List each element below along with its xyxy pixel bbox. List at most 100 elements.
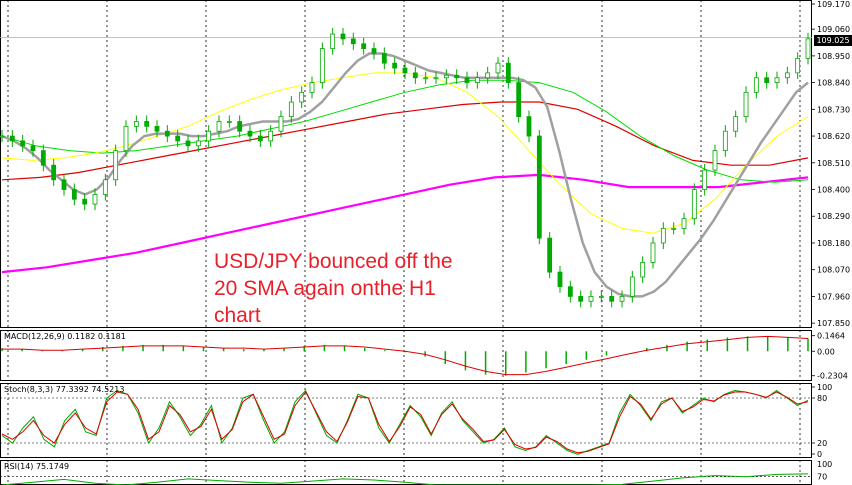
pane-frame-2 xyxy=(0,383,812,458)
candle-body xyxy=(133,121,139,127)
price-tick-label: 107.850 xyxy=(817,319,850,328)
candle-body xyxy=(495,62,501,74)
candle-body xyxy=(650,242,656,263)
candle-body xyxy=(733,116,739,132)
candle-body xyxy=(175,135,181,142)
candle-body xyxy=(154,125,160,132)
moving-average-line xyxy=(1,173,809,274)
candle-body xyxy=(681,218,687,229)
rsi-label: RSI(14) 75.1749 xyxy=(4,462,69,471)
candle-body xyxy=(433,77,439,80)
candle-body xyxy=(443,74,449,79)
candle-body xyxy=(609,296,615,302)
annotation-line-3: chart xyxy=(214,304,261,327)
candle-body xyxy=(164,130,170,137)
stoch-tick-label: 20 xyxy=(817,439,827,448)
candle-body xyxy=(598,296,604,298)
candle-body xyxy=(578,296,584,302)
moving-average-line xyxy=(1,52,809,298)
current-price-tag: 109.025 xyxy=(814,35,852,46)
candle-body xyxy=(20,140,26,147)
candle-body xyxy=(464,77,470,84)
candle-body xyxy=(340,33,346,40)
candle-body xyxy=(226,121,232,123)
candle-body xyxy=(712,150,718,171)
candle-body xyxy=(113,150,119,181)
price-tick-label: 108.840 xyxy=(817,79,850,88)
candle-body xyxy=(237,121,243,132)
moving-average-line xyxy=(1,72,809,234)
candle-body xyxy=(567,286,573,297)
candle-body xyxy=(505,62,511,84)
candle-body xyxy=(216,121,222,132)
candle-body xyxy=(319,48,325,84)
candle-body xyxy=(0,135,5,138)
candle-body xyxy=(185,140,191,147)
candle-body xyxy=(474,77,480,84)
candle-body xyxy=(247,130,253,137)
candle-body xyxy=(61,179,67,190)
candle-body xyxy=(288,101,294,118)
candle-body xyxy=(195,140,201,147)
candle-body xyxy=(619,296,625,302)
macd-tick-label: -0.2304 xyxy=(817,372,848,381)
chart-annotation: USD/JPY bounced off the 20 SMA again ont… xyxy=(214,248,504,329)
rsi-tick-label: 100 xyxy=(817,460,832,469)
price-tick-label: 108.400 xyxy=(817,186,850,195)
candle-body xyxy=(206,130,212,142)
candle-body xyxy=(92,193,98,205)
candle-body xyxy=(381,53,387,64)
candle-body xyxy=(350,38,356,45)
price-tick-label: 107.960 xyxy=(817,292,850,301)
candle-body xyxy=(102,179,108,195)
candle-body xyxy=(784,72,790,79)
candle-body xyxy=(330,33,336,49)
price-tick-label: 108.070 xyxy=(817,266,850,275)
candle-body xyxy=(257,135,263,142)
price-tick-label: 108.950 xyxy=(817,52,850,61)
candle-body xyxy=(536,135,542,239)
candle-body xyxy=(764,77,770,84)
pane-frame-0 xyxy=(0,0,812,328)
price-tick-label: 108.620 xyxy=(817,132,850,141)
candle-body xyxy=(412,72,418,79)
candle-body xyxy=(82,198,88,205)
stoch-tick-label: 80 xyxy=(817,394,827,403)
candle-body xyxy=(629,276,635,297)
moving-average-line xyxy=(1,101,809,181)
candle-body xyxy=(40,150,46,166)
pane-frame-3 xyxy=(0,460,812,485)
candle-body xyxy=(557,271,563,288)
price-tick-label: 108.730 xyxy=(817,105,850,114)
candle-body xyxy=(423,77,429,80)
candle-body xyxy=(774,77,780,84)
candle-body xyxy=(454,74,460,79)
candle-body xyxy=(526,116,532,137)
candle-body xyxy=(371,48,377,54)
moving-average-line xyxy=(1,79,809,183)
macd-tick-label: 0.00 xyxy=(817,347,835,356)
candle-body xyxy=(805,38,811,59)
macd-label: MACD(12,26,9) 0.1182 0.1181 xyxy=(4,332,126,341)
candle-body xyxy=(640,261,646,278)
candle-body xyxy=(299,91,305,103)
candle-body xyxy=(660,227,666,244)
candle-body xyxy=(30,145,36,152)
candle-body xyxy=(516,82,522,118)
candle-body xyxy=(795,57,801,74)
stoch-tick-label: 0 xyxy=(817,450,822,459)
stoch-main-line xyxy=(1,389,809,455)
candle-body xyxy=(392,62,398,69)
stoch-tick-label: 100 xyxy=(817,383,832,392)
candle-body xyxy=(268,130,274,142)
price-tick-label: 108.510 xyxy=(817,159,850,168)
price-tick-label: 109.060 xyxy=(817,25,850,34)
rsi-tick-label: 70 xyxy=(817,473,827,482)
stoch-label: Stoch(8,3,3) 77.3392 74.5213 xyxy=(4,385,124,394)
candle-body xyxy=(743,91,749,118)
price-tick-label: 108.180 xyxy=(817,239,850,248)
candle-body xyxy=(753,77,759,93)
annotation-line-2: 20 SMA again onthe H1 xyxy=(214,277,436,300)
